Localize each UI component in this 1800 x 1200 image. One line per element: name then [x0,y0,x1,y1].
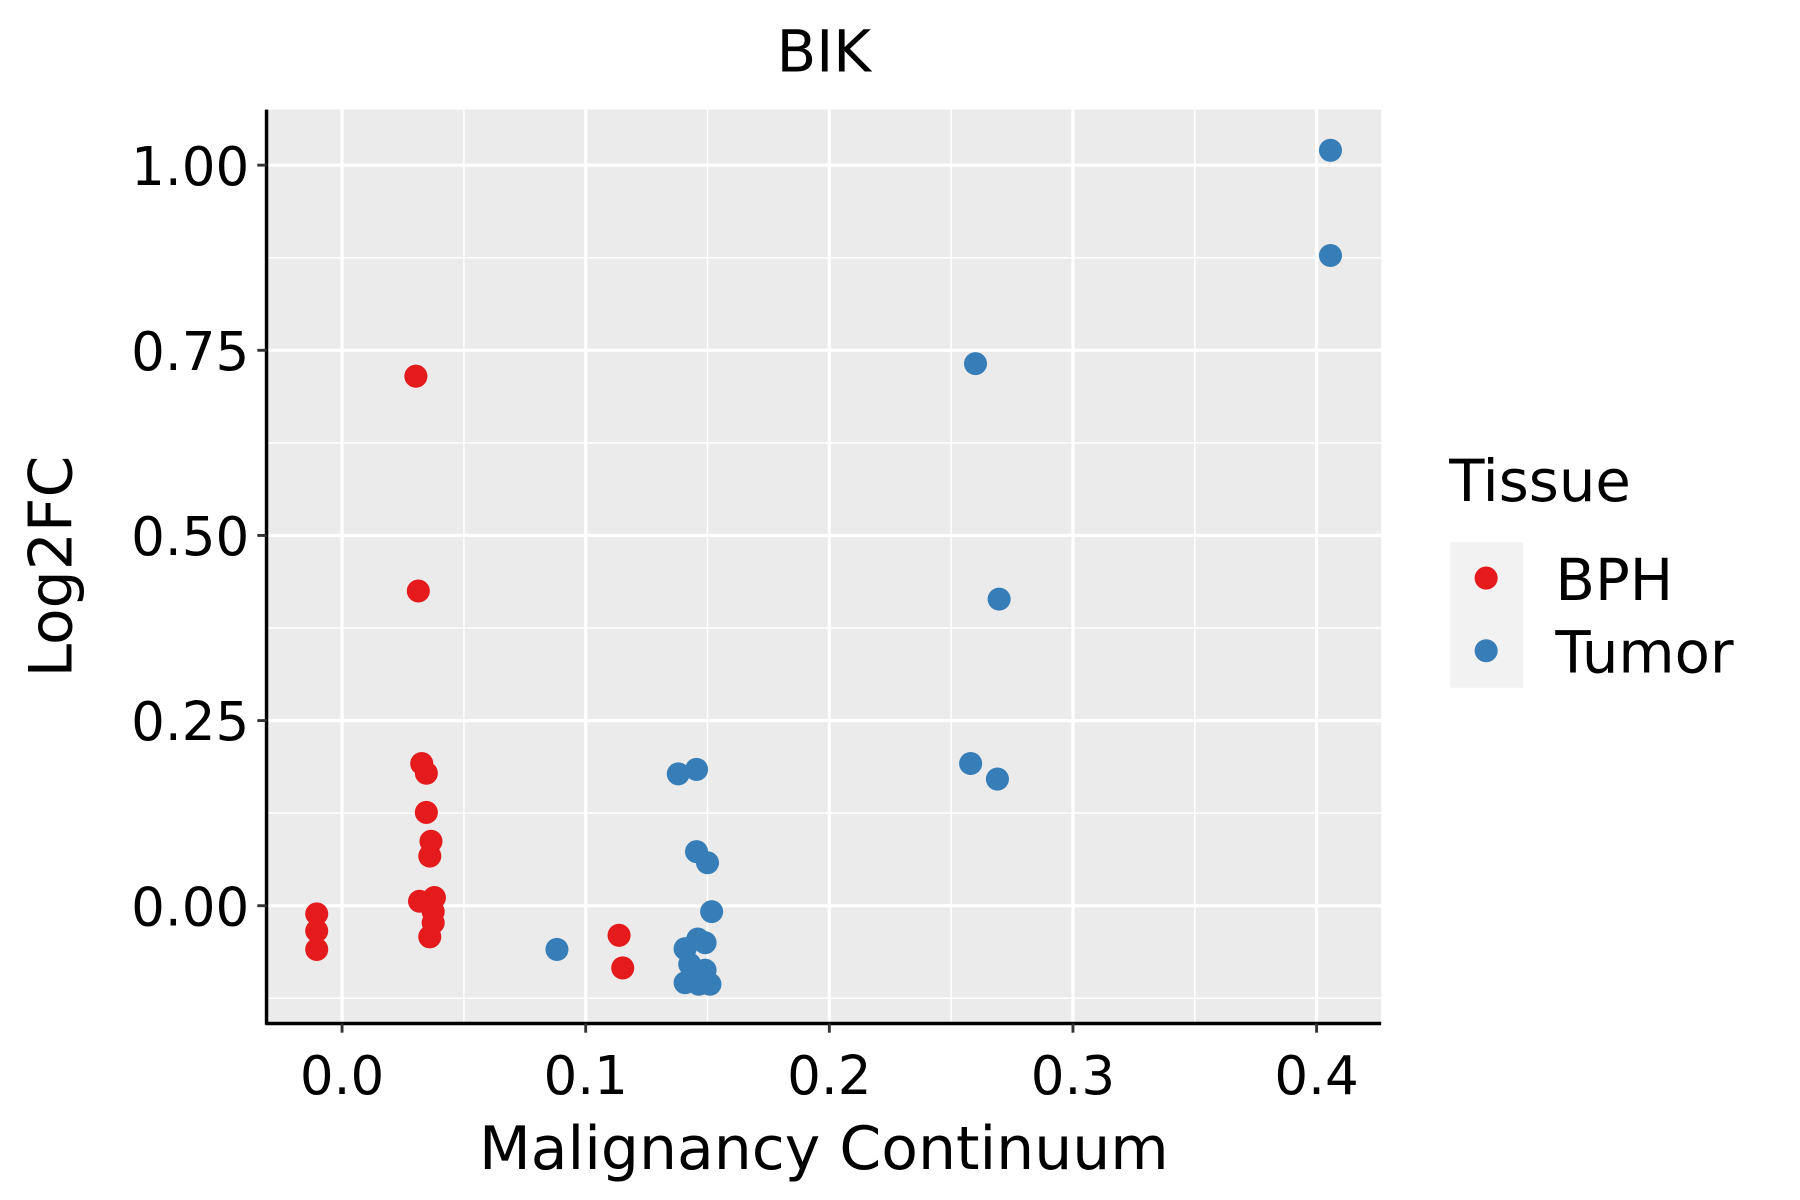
point-tumor [1318,138,1343,162]
point-tumor [959,751,983,776]
x-tick-label: 0.1 [544,1045,628,1107]
legend-key-bph [1474,566,1498,590]
point-tumor [698,972,722,996]
y-tick-label: 0.00 [131,876,249,938]
x-tick-label: 0.3 [1031,1045,1115,1107]
point-bph [305,902,329,926]
point-tumor [695,851,720,875]
point-tumor [985,767,1009,791]
axis-ticks: 0.0 0.1 0.2 0.3 0.4 0.00 0.25 0.50 0.75 1.00 [131,136,1359,1107]
point-tumor [693,931,717,955]
y-tick-label: 0.50 [131,506,249,568]
legend-title: Tissue [1448,447,1631,515]
point-tumor [963,352,988,376]
point-tumor [987,587,1011,611]
x-axis-label: Malignancy Continuum [479,1114,1169,1184]
point-bph [414,761,438,785]
x-tick-label: 0.4 [1274,1045,1358,1107]
legend-key-tumor [1474,639,1498,663]
point-bph [404,364,428,388]
point-bph [418,925,442,949]
point-tumor [700,900,724,924]
gridlines [266,109,1382,1024]
point-bph [406,579,430,603]
legend: Tissue BPH Tumor [1448,447,1734,688]
point-tumor [545,937,569,961]
data-points [305,138,1343,996]
legend-label-tumor: Tumor [1554,619,1734,687]
x-tick-label: 0.2 [787,1045,871,1107]
y-axis-label: Log2FC [17,456,87,678]
legend-label-bph: BPH [1555,546,1673,614]
point-bph [414,800,438,824]
point-bph [305,919,329,943]
legend-key-background [1450,542,1524,688]
point-tumor [1318,243,1343,268]
point-bph [305,937,329,961]
point-tumor [666,762,690,786]
y-tick-label: 1.00 [131,136,249,198]
chart-title: BIK [777,18,874,86]
y-tick-label: 0.25 [131,691,249,753]
point-tumor [685,757,709,781]
point-bph [607,923,631,947]
point-bph [611,956,635,980]
point-bph [418,844,442,868]
y-tick-label: 0.75 [131,321,249,383]
x-tick-label: 0.0 [300,1045,384,1107]
